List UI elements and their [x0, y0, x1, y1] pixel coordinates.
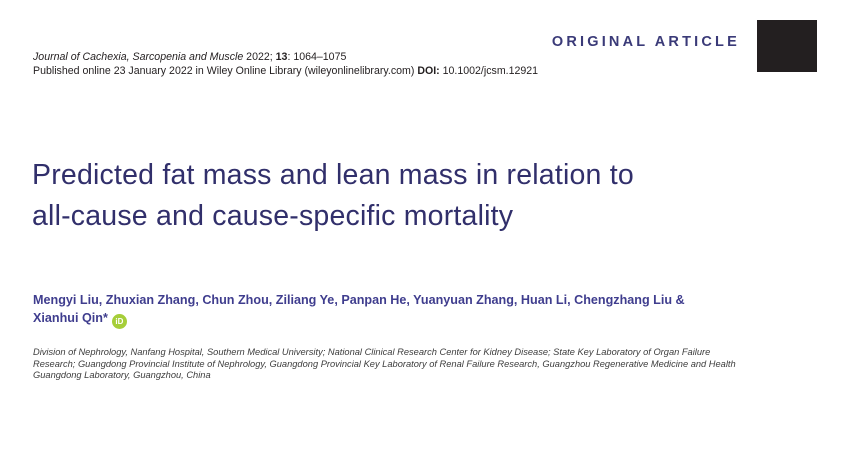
article-title-line1: Predicted fat mass and lean mass in rela… — [32, 159, 634, 191]
journal-logo-block — [757, 20, 817, 72]
author-list: Mengyi Liu, Zhuxian Zhang, Chun Zhou, Zi… — [33, 292, 685, 329]
volume-number: 13 — [275, 51, 288, 63]
affiliation-line1: Division of Nephrology, Nanfang Hospital… — [33, 347, 711, 357]
published-text: Published online 23 January 2022 in Wile… — [33, 64, 418, 77]
orcid-icon[interactable]: iD — [111, 313, 127, 329]
affiliation-line3: Guangdong Laboratory, Guangzhou, China — [33, 370, 211, 381]
journal-citation: Journal of Cachexia, Sarcopenia and Musc… — [33, 51, 538, 65]
article-title-line2: all-cause and cause-specific mortality — [32, 200, 514, 232]
article-type-label: ORIGINAL ARTICLE — [551, 34, 740, 50]
journal-name: Journal of Cachexia, Sarcopenia and Musc… — [33, 51, 244, 63]
journal-masthead: Journal of Cachexia, Sarcopenia and Musc… — [33, 51, 538, 78]
author-list-line1: Mengyi Liu, Zhuxian Zhang, Chun Zhou, Zi… — [33, 293, 685, 307]
citation-year: 2022; — [243, 51, 276, 63]
published-line: Published online 23 January 2022 in Wile… — [33, 65, 538, 79]
author-list-line2: Xianhui Qin* iD — [33, 310, 685, 329]
corresponding-author: Xianhui Qin* — [33, 310, 108, 325]
article-title: Predicted fat mass and lean mass in rela… — [32, 155, 634, 237]
doi-value: 10.1002/jcsm.12921 — [439, 64, 539, 77]
page-range: : 1064–1075 — [287, 51, 347, 63]
doi-label: DOI: — [417, 64, 440, 77]
affiliation: Division of Nephrology, Nanfang Hospital… — [33, 347, 736, 382]
affiliation-line2: Research; Guangdong Provincial Institute… — [33, 358, 736, 369]
